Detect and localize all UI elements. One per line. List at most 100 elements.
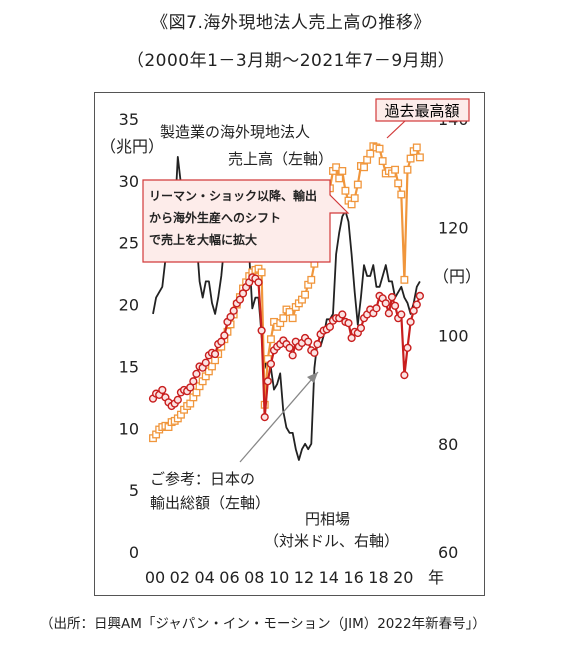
chart-subtitle: （2000年1－3月期～2021年7－9月期） bbox=[126, 51, 456, 71]
exports-point bbox=[288, 351, 297, 360]
exports-point bbox=[220, 331, 229, 340]
overseas-sales-point bbox=[415, 153, 424, 162]
x-axis-tick-label: 06 bbox=[219, 568, 239, 587]
right-axis-tick-label: 80 bbox=[438, 435, 458, 454]
overseas-sales-point bbox=[288, 314, 297, 323]
shift-callout-line3: で売上を大幅に拡大 bbox=[149, 232, 257, 247]
right-axis-tick-label: 100 bbox=[438, 327, 469, 346]
exports-point bbox=[173, 395, 182, 404]
exports-point bbox=[412, 300, 421, 309]
exports-point bbox=[189, 377, 198, 386]
sales-series-label-line1: 製造業の海外現地法人 bbox=[160, 123, 310, 141]
overseas-sales-point bbox=[279, 314, 288, 323]
exports-point bbox=[235, 295, 244, 304]
overseas-sales-point bbox=[397, 190, 406, 199]
exports-series-label-line2: 輸出総額（左軸） bbox=[150, 494, 270, 512]
exports-point bbox=[338, 310, 347, 319]
exports-point bbox=[381, 299, 390, 308]
overseas-sales-point bbox=[394, 179, 403, 188]
overseas-sales-point bbox=[338, 167, 347, 175]
exports-point bbox=[186, 383, 195, 392]
overseas-sales-point bbox=[301, 290, 310, 299]
exports-point bbox=[226, 312, 235, 322]
overseas-sales-point bbox=[412, 143, 421, 152]
exports-point bbox=[409, 306, 418, 315]
overseas-sales-point bbox=[335, 174, 344, 183]
x-axis-tick-label: 16 bbox=[343, 568, 363, 587]
exports-point bbox=[201, 358, 210, 367]
right-axis-tick-label: 120 bbox=[438, 218, 469, 237]
exports-point bbox=[254, 278, 263, 287]
x-axis-tick-label: 10 bbox=[269, 568, 289, 587]
overseas-sales-point bbox=[400, 275, 409, 284]
overseas-sales-point bbox=[391, 165, 400, 174]
exports-point bbox=[400, 370, 409, 380]
fx-series-label-line2: （対米ドル、右軸） bbox=[264, 532, 399, 550]
exports-point bbox=[325, 322, 334, 331]
left-axis-tick-label: 10 bbox=[119, 419, 139, 438]
exports-point bbox=[344, 319, 353, 328]
peak-box bbox=[375, 98, 470, 122]
exports-point bbox=[347, 333, 356, 343]
exports-point bbox=[158, 385, 167, 395]
exports-point bbox=[238, 289, 248, 298]
overseas-sales-point bbox=[350, 194, 359, 203]
exports-pointer-line bbox=[239, 371, 319, 463]
left-axis-tick-label: 30 bbox=[119, 172, 139, 191]
chart-title: 《図7.海外現地法人売上高の推移》 bbox=[151, 13, 431, 33]
shift-callout-box bbox=[142, 179, 350, 263]
left-axis-tick-label: 15 bbox=[119, 357, 139, 376]
overseas-sales-point bbox=[378, 157, 387, 166]
sales-series-label-line2: 売上高（左軸） bbox=[228, 150, 333, 168]
exports-point bbox=[257, 326, 266, 335]
shift-callout-line1: リーマン・ショック以降、輸出 bbox=[149, 188, 317, 203]
overseas-sales-point bbox=[406, 154, 415, 163]
shift-callout: リーマン・ショック以降、輸出 から海外生産へのシフト で売上を大幅に拡大 bbox=[142, 179, 350, 263]
exports-point bbox=[384, 309, 393, 318]
left-axis-tick-label: 5 bbox=[129, 481, 139, 500]
x-axis-tick-label: 08 bbox=[244, 568, 264, 587]
overseas-sales-point bbox=[257, 268, 266, 277]
overseas-sales-point bbox=[403, 165, 412, 174]
overseas-sales-point bbox=[341, 186, 350, 195]
peak-annotation: 過去最高額 bbox=[375, 98, 470, 139]
exports-pointer-head bbox=[307, 372, 318, 383]
left-axis-unit: （兆円） bbox=[100, 137, 164, 156]
overseas-sales-point bbox=[307, 275, 316, 284]
exports-point bbox=[387, 293, 397, 302]
exports-point bbox=[210, 349, 220, 359]
exports-point bbox=[260, 413, 269, 422]
exports-point bbox=[304, 337, 313, 346]
exports-point bbox=[266, 359, 276, 369]
exports-point bbox=[415, 291, 424, 301]
left-axis-tick-label: 25 bbox=[119, 234, 139, 253]
exports-point bbox=[397, 310, 406, 319]
overseas-sales-point bbox=[375, 144, 384, 153]
left-axis-tick-label: 35 bbox=[119, 110, 139, 129]
x-axis-tick-label: 04 bbox=[194, 568, 214, 587]
fx-series-label-line1: 円相場 bbox=[305, 510, 350, 528]
exports-point bbox=[313, 340, 322, 349]
left-axis-tick-label: 0 bbox=[129, 543, 139, 562]
x-axis-unit: 年 bbox=[428, 568, 444, 587]
exports-point bbox=[390, 301, 400, 310]
exports-point bbox=[217, 337, 226, 346]
exports-series-label-line1: ご参考：日本の bbox=[150, 470, 255, 488]
right-axis-unit: （円） bbox=[433, 267, 481, 286]
x-axis-tick-label: 20 bbox=[393, 568, 413, 587]
overseas-sales-point bbox=[353, 180, 362, 189]
exports-point bbox=[263, 377, 272, 386]
overseas-sales-point bbox=[360, 163, 368, 172]
exports-point bbox=[356, 323, 366, 333]
overseas-sales-point bbox=[366, 149, 375, 158]
x-axis-tick-label: 02 bbox=[170, 568, 190, 587]
exports-point bbox=[406, 317, 415, 326]
right-axis-tick-label: 60 bbox=[438, 543, 458, 562]
exports-point bbox=[285, 343, 294, 352]
exports-point bbox=[192, 369, 201, 378]
source-note: （出所：日興AM「ジャパン・イン・モーション（JIM）2022年新春号」） bbox=[40, 616, 486, 632]
exports-point bbox=[310, 348, 319, 357]
x-axis-tick-label: 00 bbox=[145, 568, 165, 587]
peak-pointer bbox=[386, 120, 406, 139]
